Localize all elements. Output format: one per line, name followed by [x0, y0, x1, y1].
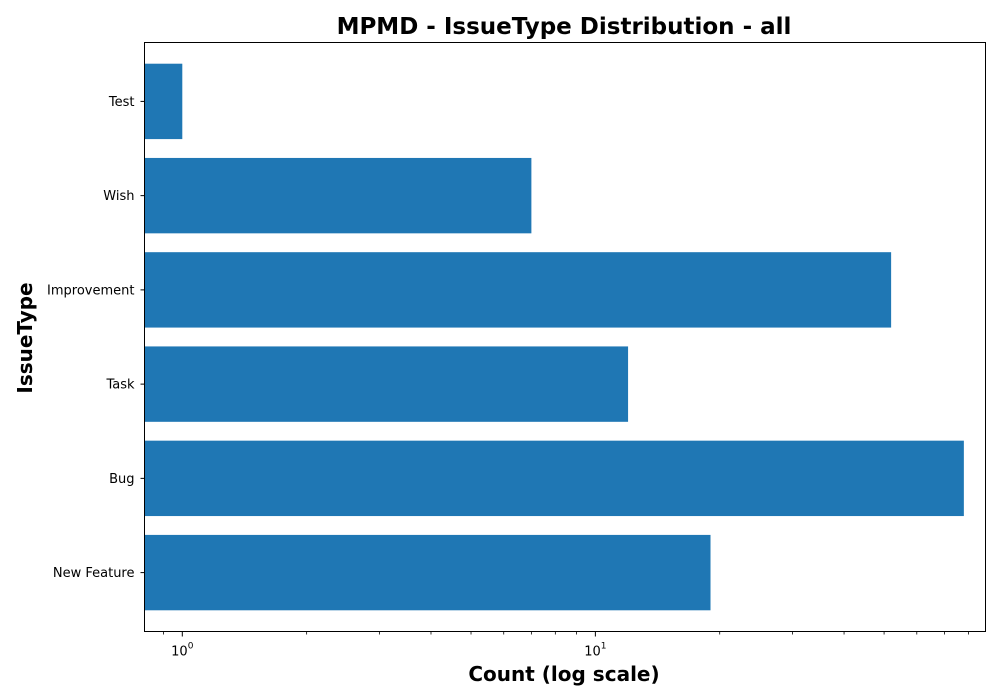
bar-wish [144, 157, 532, 234]
chart-title: MPMD - IssueType Distribution - all [337, 14, 792, 40]
y-axis: New Feature Bug Task Improvement Wish Test [47, 95, 145, 581]
y-tick-label-improvement: Improvement [47, 283, 134, 298]
x-tick-label-10: 101 [584, 642, 606, 660]
x-axis-title: Count (log scale) [468, 662, 659, 686]
y-tick-label-task: Task [105, 378, 135, 393]
x-tick-label-1: 100 [171, 642, 194, 660]
y-axis-title: IssueType [13, 282, 37, 393]
plot-frame [144, 42, 986, 632]
bars-layer [144, 63, 964, 611]
y-tick-label-bug: Bug [109, 472, 134, 487]
x-axis: 100 101 [163, 631, 969, 660]
bar-bug [144, 440, 964, 517]
bar-test [144, 63, 183, 140]
bar-task [144, 346, 629, 422]
bar-improvement [144, 252, 892, 328]
y-tick-label-wish: Wish [103, 189, 134, 204]
bar-new-feature [144, 534, 711, 611]
y-tick-label-new-feature: New Feature [53, 566, 135, 581]
y-tick-label-test: Test [108, 95, 135, 110]
